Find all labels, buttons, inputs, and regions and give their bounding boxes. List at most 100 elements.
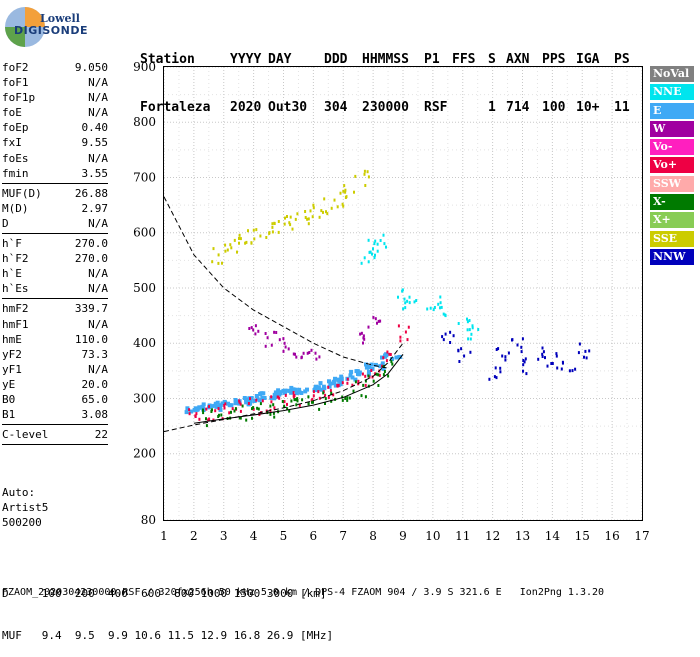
data-point-e (288, 385, 308, 396)
x-tick-label: 11 (455, 529, 470, 543)
data-point-nne (433, 305, 447, 318)
data-point-x- (341, 395, 351, 402)
param-value: N/A (88, 91, 108, 105)
data-point-w (278, 337, 290, 353)
param-row: fxI 9.55 (2, 135, 108, 150)
header-label: PS (614, 52, 630, 67)
data-point-sse (294, 210, 310, 226)
param-row: yF2 73.3 (2, 347, 108, 362)
param-value: 339.7 (74, 302, 108, 316)
data-point-vo+ (397, 324, 410, 343)
header-label: YYYY (230, 52, 262, 67)
param-name: foE (2, 106, 22, 120)
param-row: h`Es N/A (2, 281, 108, 296)
param-row: hmF1 N/A (2, 317, 108, 332)
legend-item: SSW (650, 175, 694, 192)
logo-mark-icon (5, 7, 45, 47)
data-point-nne (402, 297, 418, 311)
x-tick-label: 9 (399, 529, 407, 543)
header-value: 11 (614, 100, 630, 115)
param-row: h`F2 270.0 (2, 251, 108, 266)
data-point-nnw (488, 366, 502, 381)
header-value: RSF (424, 100, 448, 115)
header-label: AXN (506, 52, 530, 67)
param-name: M(D) (2, 201, 29, 215)
data-point-x- (307, 395, 321, 411)
header-value: 10+ (576, 100, 600, 115)
legend-item: Vo+ (650, 157, 694, 174)
data-point-sse (320, 197, 333, 216)
legend-item: NoVal (650, 66, 694, 82)
x-tick-label: 14 (545, 529, 561, 543)
y-tick-label: 700 (133, 170, 156, 184)
param-value: 9.050 (74, 61, 108, 74)
x-tick-label: 2 (190, 529, 198, 543)
data-point-sse (354, 169, 370, 187)
muf-row: MUF 9.4 9.5 9.9 10.6 11.5 12.9 16.8 26.9… (2, 629, 334, 642)
param-row: h`E N/A (2, 266, 108, 281)
param-value: N/A (88, 317, 108, 331)
param-separator (2, 298, 108, 300)
chart-curves (163, 196, 404, 433)
data-point-nne (360, 247, 376, 265)
profile-curve-dashed (163, 342, 404, 433)
legend-item: W (650, 120, 694, 137)
data-point-e (305, 384, 327, 393)
y-tick-label: 80 (141, 513, 156, 527)
profile-curve-solid (193, 353, 404, 424)
param-row: C-level 22 (2, 427, 108, 442)
ionogram-chart: 1 2 3 4 5 6 7 8 9 10 11 12 13 14 15 16 17 80200300400500… (133, 60, 650, 543)
data-point-w (306, 348, 321, 361)
station-header: Station YYYY DAY DDD HHMMSS P1 FFS S AXN PPS IGA PS… (140, 20, 638, 132)
y-tick-label: 900 (133, 60, 156, 74)
param-row: foE N/A (2, 105, 108, 120)
data-point-e (348, 369, 371, 378)
data-point-x- (293, 397, 304, 407)
header-value: Out30 (268, 100, 308, 115)
param-name: D (2, 216, 9, 230)
legend-item: NNW (650, 248, 694, 265)
param-value: 270.0 (74, 252, 108, 266)
distance-row: D 100 200 400 600 800 1000 1500 3000 [km… (2, 587, 327, 600)
param-value: 9.55 (81, 136, 109, 150)
param-value: N/A (88, 216, 108, 230)
header-label: S (488, 52, 496, 67)
param-name: h`Es (2, 282, 29, 296)
param-row: yF1 N/A (2, 362, 108, 377)
x-tick-label: 7 (339, 529, 347, 543)
data-point-nnw (560, 360, 577, 373)
param-name: B0 (2, 392, 16, 406)
data-point-sse (211, 247, 227, 265)
param-row: D N/A (2, 216, 108, 231)
param-value: N/A (88, 76, 108, 90)
data-point-sse (238, 233, 248, 245)
param-name: fmin (2, 166, 29, 180)
data-point-nnw (537, 346, 546, 361)
logo-text-top: Lowell (40, 12, 80, 25)
param-value: N/A (88, 106, 108, 120)
legend-item: SSE (650, 230, 694, 247)
param-name: foF1p (2, 91, 36, 105)
x-tick-label: 17 (634, 529, 649, 543)
x-tick-label: 13 (515, 529, 530, 543)
auto-label: Auto: (2, 486, 36, 499)
auto-program: Artist5 (2, 501, 49, 514)
legend-item: NNE (650, 84, 694, 101)
param-row: foF1p N/A (2, 90, 108, 105)
x-tick-label: 10 (425, 529, 440, 543)
param-name: yE (2, 377, 16, 391)
data-point-sse (247, 228, 258, 245)
param-value: 73.3 (81, 347, 109, 361)
x-tick-label: 5 (280, 529, 288, 543)
logo-text-bottom: DIGISONDE (14, 24, 88, 37)
legend-item: E (650, 102, 694, 119)
header-label: DDD (324, 52, 348, 67)
legend-item: X+ (650, 212, 694, 229)
data-point-w (359, 331, 366, 345)
x-tick-label: 3 (220, 529, 228, 543)
param-row: h`F 270.0 (2, 236, 108, 251)
data-point-vo+ (336, 377, 349, 388)
y-tick-label: 200 (133, 447, 156, 461)
header-value: 230000 (362, 100, 409, 115)
param-value: 26.88 (74, 186, 108, 200)
